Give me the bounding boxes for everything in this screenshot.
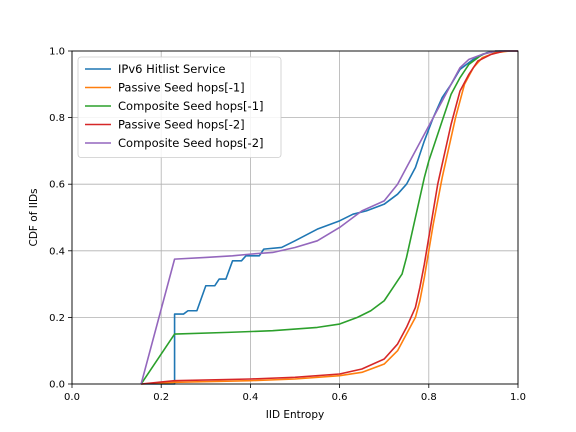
- x-tick-label: 0.4: [242, 392, 258, 403]
- x-tick-label: 0.0: [64, 392, 80, 403]
- x-tick-label: 0.6: [332, 392, 348, 403]
- axis-ticks: 0.0 0.2 0.4 0.6 0.8 1.0 0.0 0.2 0.4 0.6 0.8 1.0: [49, 47, 526, 404]
- x-tick-label: 1.0: [510, 392, 526, 403]
- legend-entry: IPv6 Hitlist Service: [118, 62, 226, 76]
- y-tick-label: 0.2: [49, 313, 65, 324]
- y-tick-label: 0.0: [49, 380, 65, 391]
- plot-frame: [71, 50, 519, 385]
- legend-entry: Passive Seed hops[-2]: [118, 118, 245, 132]
- y-tick-label: 1.0: [49, 47, 65, 58]
- x-tick-label: 0.8: [421, 392, 437, 403]
- y-axis-label: CDF of IIDs: [28, 188, 40, 246]
- series-lines: [140, 50, 518, 385]
- series-line-3: [140, 50, 518, 385]
- x-tick-label: 0.2: [153, 392, 169, 403]
- legend-entry: Composite Seed hops[-2]: [118, 136, 264, 150]
- legend-entry: Composite Seed hops[-1]: [118, 99, 264, 113]
- legend-box: [77, 56, 282, 158]
- legend-entry: Passive Seed hops[-1]: [118, 81, 245, 95]
- x-axis-label: IID Entropy: [266, 409, 324, 421]
- y-tick-label: 0.8: [49, 113, 65, 124]
- y-tick-label: 0.6: [49, 180, 65, 191]
- series-line-4: [141, 50, 518, 385]
- y-tick-label: 0.4: [49, 246, 65, 257]
- legend: IPv6 Hitlist Service Passive Seed hops[-1…: [77, 56, 282, 158]
- series-line-5: [140, 50, 518, 385]
